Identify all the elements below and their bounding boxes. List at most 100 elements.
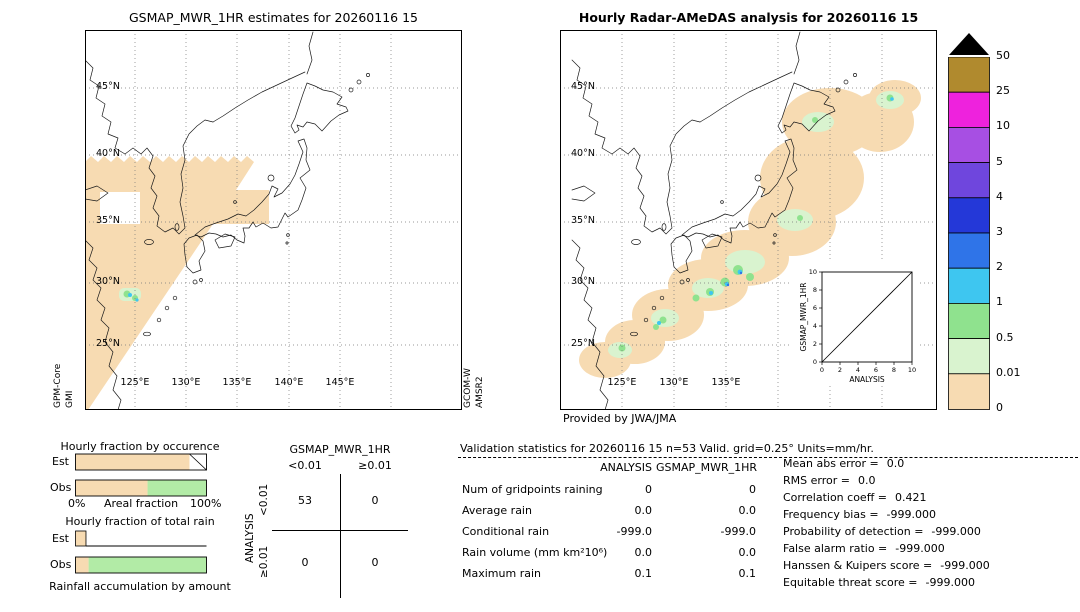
lat-tick-label: 30°N — [571, 276, 595, 287]
stats-value-analysis: 0.1 — [634, 567, 653, 580]
colorbar-label: 1 — [996, 295, 1003, 308]
contingency-divider-vertical — [340, 474, 341, 598]
contingency-cell: 0 — [371, 556, 379, 569]
metric-line: False alarm ratio = -999.000 — [783, 542, 945, 556]
colorbar-box — [948, 127, 990, 164]
svg-text:2: 2 — [838, 366, 842, 374]
occurrence-xlabel: Areal fraction — [103, 497, 179, 510]
metric-value: -999.000 — [886, 508, 937, 521]
stats-col-header-analysis: ANALYSIS — [600, 461, 652, 474]
stats-value-gsmap: 0.0 — [738, 504, 757, 517]
sensor-label-gmi: GMI — [65, 390, 75, 408]
metric-line: RMS error = 0.0 — [783, 474, 875, 488]
total-rain-xlabel: Rainfall accumulation by amount — [49, 580, 231, 593]
contingency-divider-horizontal — [272, 530, 408, 531]
lon-tick-label: 135°E — [711, 377, 741, 388]
metric-line: Hanssen & Kuipers score = -999.000 — [783, 559, 990, 573]
colorbar-label: 0 — [996, 401, 1003, 414]
lon-tick-label: 125°E — [120, 377, 150, 388]
metric-value: -999.000 — [931, 525, 981, 538]
contingency-cell: 0 — [371, 494, 379, 507]
metric-value: -999.000 — [940, 559, 990, 572]
svg-text:6: 6 — [813, 304, 817, 312]
left-precip-cluster — [119, 288, 141, 302]
left-map-border — [85, 30, 462, 410]
metric-value: -999.000 — [895, 542, 945, 555]
stats-value-analysis: 0 — [645, 483, 652, 496]
metric-line: Probability of detection = -999.000 — [783, 525, 981, 539]
stats-row-label: Conditional rain — [462, 525, 550, 538]
colorbar-label: 0.5 — [996, 331, 1014, 344]
stats-row-label: Num of gridpoints raining — [462, 483, 603, 496]
occ-obs-rain — [75, 480, 148, 496]
occ-obs-outline — [75, 479, 207, 497]
colorbar-overflow-triangle — [949, 33, 989, 55]
lon-tick-label: 125°E — [607, 377, 637, 388]
lat-tick-label: 25°N — [571, 338, 595, 349]
colorbar-box — [948, 302, 990, 339]
svg-text:0: 0 — [813, 358, 817, 366]
occ-obs-green — [147, 480, 207, 496]
colorbar-label: 50 — [996, 49, 1010, 62]
total-rain-bars — [75, 530, 207, 574]
svg-text:6: 6 — [874, 366, 878, 374]
svg-text:10: 10 — [809, 268, 817, 276]
contingency-col-header: <0.01 — [288, 459, 322, 472]
swath-gap — [100, 192, 140, 224]
inset-ticks — [819, 271, 913, 365]
colorbar-label: 2 — [996, 260, 1003, 273]
total-rain-chart-title: Hourly fraction of total rain — [65, 515, 215, 528]
metric-label: Mean abs error = — [783, 457, 879, 470]
metric-line: Equitable threat score = -999.000 — [783, 576, 975, 590]
lon-tick-label: 145°E — [325, 377, 355, 388]
stats-divider — [458, 457, 1078, 458]
lon-tick-label: 130°E — [659, 377, 689, 388]
colorbar-box — [948, 57, 990, 93]
stats-value-gsmap: 0.0 — [738, 546, 757, 559]
occ-est-rain — [75, 454, 190, 470]
metric-label: Equitable threat score = — [783, 576, 918, 589]
row-label-est: Est — [52, 532, 69, 545]
contingency-ylabel: ANALYSIS — [244, 513, 256, 563]
stats-row-label: Rain volume (mm km²10⁶) — [462, 546, 608, 559]
colorbar-label: 5 — [996, 155, 1003, 168]
lat-tick-label: 25°N — [96, 338, 120, 349]
colorbar-label: 4 — [996, 190, 1003, 203]
contingency-col-header: ≥0.01 — [358, 459, 392, 472]
stats-value-gsmap: -999.0 — [720, 525, 756, 538]
row-label-est: Est — [52, 455, 69, 468]
sensor-label-amsr2: AMSR2 — [475, 376, 485, 408]
left-map-title: GSMAP_MWR_1HR estimates for 20260116 15 — [129, 10, 418, 25]
lat-tick-label: 40°N — [571, 148, 595, 159]
contingency-row-header: ≥0.01 — [258, 545, 270, 578]
metric-label: Correlation coeff = — [783, 491, 887, 504]
colorbar-box — [948, 267, 990, 304]
one-to-one-line — [821, 271, 913, 363]
svg-text:0: 0 — [820, 366, 824, 374]
colorbar-box — [948, 373, 990, 410]
lon-tick-label: 140°E — [274, 377, 304, 388]
svg-text:4: 4 — [813, 322, 817, 330]
contingency-title: GSMAP_MWR_1HR — [289, 443, 391, 456]
metric-line: Mean abs error = 0.0 — [783, 457, 904, 471]
right-map-border — [560, 30, 937, 410]
svg-text:8: 8 — [813, 286, 817, 294]
colorbar-box — [948, 232, 990, 269]
lat-tick-label: 40°N — [96, 148, 120, 159]
x-max-label: 100% — [190, 497, 222, 510]
tot-obs-outline — [75, 556, 207, 574]
right-map: 0 2 4 6 8 10 0 2 4 6 8 10 ANALYSIS GSMAP… — [560, 30, 937, 410]
svg-text:4: 4 — [856, 366, 860, 374]
stats-value-gsmap: 0 — [749, 483, 756, 496]
satellite-label-gcom-w: GCOM-W — [463, 368, 473, 408]
satellite-label-gpm-core: GPM-Core — [53, 363, 63, 408]
svg-text:10: 10 — [908, 366, 916, 374]
inset-ylabel: GSMAP_MWR_1HR — [799, 283, 808, 352]
colorbar-box — [948, 338, 990, 375]
row-label-obs: Obs — [50, 481, 72, 494]
radar-coverage-blobs — [579, 80, 921, 378]
lat-tick-label: 45°N — [571, 81, 595, 92]
left-grid — [85, 30, 462, 410]
colorbar-label: 3 — [996, 225, 1003, 238]
